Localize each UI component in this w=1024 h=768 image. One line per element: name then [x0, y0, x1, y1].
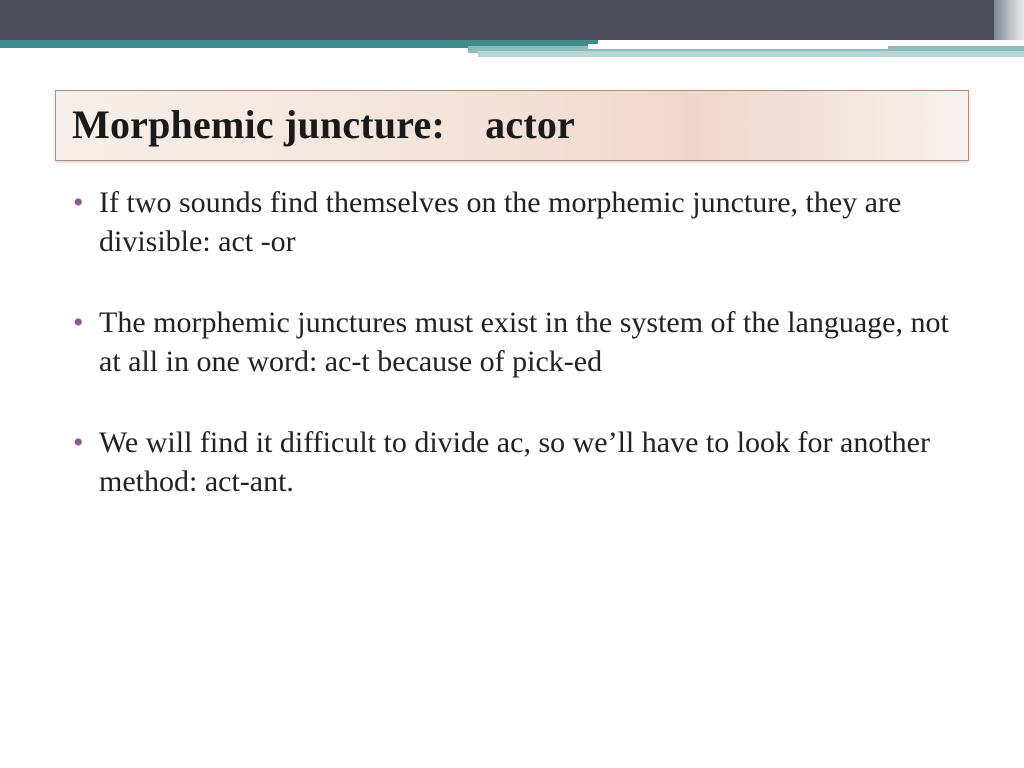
- header-bar: [0, 0, 1024, 40]
- accent-strip: [0, 40, 1024, 60]
- bullet-item: The morphemic junctures must exist in th…: [73, 303, 969, 381]
- slide-body: Morphemic juncture: actor If two sounds …: [0, 60, 1024, 501]
- slide-title: Morphemic juncture: actor: [72, 101, 952, 148]
- bullet-item: If two sounds find themselves on the mor…: [73, 183, 969, 261]
- title-box: Morphemic juncture: actor: [55, 90, 969, 161]
- bullet-item: We will find it difficult to divide ac, …: [73, 423, 969, 501]
- bullet-list: If two sounds find themselves on the mor…: [55, 183, 969, 501]
- accent-white-stripe: [588, 44, 888, 49]
- accent-teal-light2: [478, 51, 1024, 57]
